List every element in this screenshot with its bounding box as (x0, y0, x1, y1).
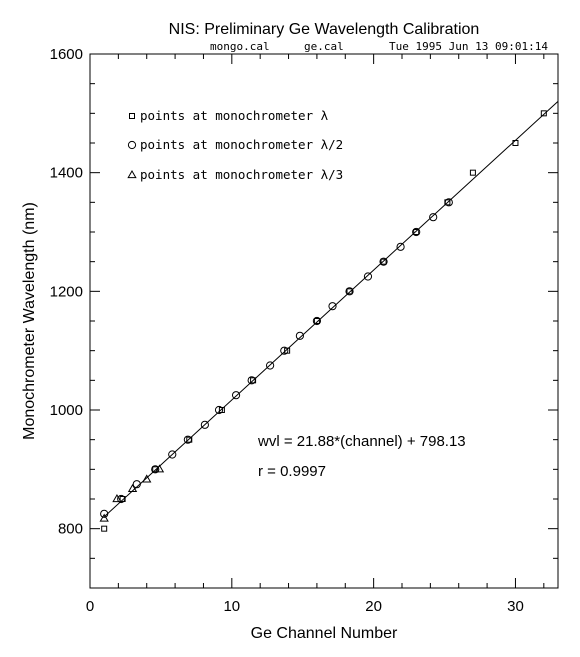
data-point-circle (100, 509, 109, 518)
legend-marker-triangle (127, 169, 137, 179)
y-tick-label: 1200 (50, 283, 83, 300)
data-point-circle (151, 465, 160, 474)
data-point-circle (345, 287, 354, 296)
y-tick-label: 800 (58, 521, 83, 538)
x-tick-label: 30 (507, 598, 524, 615)
data-point-circle (379, 257, 388, 266)
data-point-triangle (142, 474, 152, 483)
data-point-circle (396, 242, 405, 251)
legend-label-lambda-half: points at monochrometer λ/2 (140, 137, 343, 152)
axis-ticks (89, 53, 558, 589)
fit-equation-annotation: wvl = 21.88*(channel) + 798.13 (257, 433, 466, 450)
data-point-circle (168, 450, 177, 459)
x-tick-label: 0 (86, 598, 94, 615)
y-tick-label: 1400 (50, 165, 83, 182)
data-point-square (101, 525, 108, 532)
data-point-square (380, 258, 387, 265)
axis-tick-labels: 0 10 20 30 800 1000 1200 1400 1600 (50, 46, 524, 615)
data-point-circle (231, 391, 241, 400)
data-point-square (313, 318, 320, 324)
series-circle (100, 198, 453, 518)
data-point-circle (295, 331, 304, 340)
data-point-circle (363, 272, 373, 281)
data-point-triangle (112, 493, 122, 503)
data-point-circle (328, 302, 337, 311)
data-point-circle (183, 435, 192, 444)
data-point-square (469, 169, 476, 176)
data-point-circle (412, 227, 421, 237)
data-point-square (346, 288, 353, 295)
y-tick-label: 1600 (50, 46, 83, 63)
series-triangle (99, 464, 165, 522)
x-tick-label: 10 (223, 598, 240, 615)
data-point-circle (266, 361, 275, 370)
data-point-circle (132, 480, 141, 489)
data-point-circle (312, 316, 322, 326)
data-point-circle (429, 213, 438, 222)
subtitle-file1: mongo.cal (210, 40, 270, 53)
legend-marker-triangle (127, 169, 137, 179)
legend: points at monochrometer λ points at mono… (127, 108, 343, 182)
data-point-triangle (99, 513, 109, 522)
x-tick-label: 20 (365, 598, 382, 615)
data-point-square (512, 140, 519, 146)
y-axis-label: Monochrometer Wavelength (nm) (21, 202, 38, 440)
data-point-circle (444, 198, 453, 207)
data-point-square (413, 229, 420, 235)
data-point-circle (214, 405, 224, 415)
correlation-annotation: r = 0.9997 (258, 463, 326, 480)
legend-label-lambda: points at monochrometer λ (140, 108, 329, 123)
data-point-square (540, 110, 547, 117)
data-point-circle (200, 420, 209, 429)
subtitle-file2: ge.cal (304, 40, 344, 53)
plot-frame (89, 53, 559, 589)
data-point-circle (280, 346, 289, 355)
data-points (99, 110, 547, 532)
y-tick-label: 1000 (50, 402, 83, 419)
legend-marker-square (129, 113, 135, 119)
subtitle-timestamp: Tue 1995 Jun 13 09:01:14 (389, 40, 548, 53)
data-point-circle (117, 494, 126, 504)
legend-marker-square (129, 113, 135, 119)
legend-marker-circle (127, 140, 137, 150)
x-axis-label: Ge Channel Number (251, 625, 398, 642)
legend-label-lambda-third: points at monochrometer λ/3 (140, 167, 343, 182)
data-point-circle (247, 376, 256, 385)
chart-title: NIS: Preliminary Ge Wavelength Calibrati… (169, 21, 480, 38)
data-point-triangle (127, 483, 138, 493)
data-point-triangle (154, 464, 165, 473)
legend-marker-circle (127, 140, 137, 150)
